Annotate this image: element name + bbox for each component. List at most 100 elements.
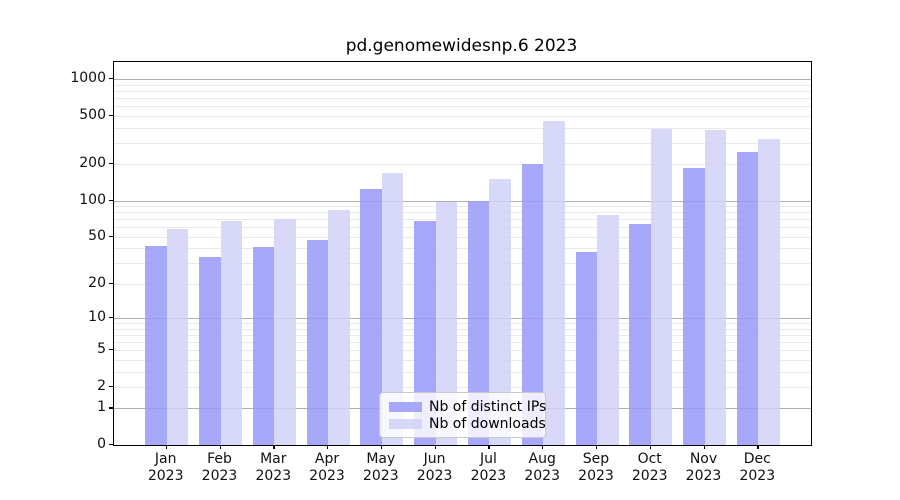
bar-nb-of-downloads-nov [704,130,726,445]
gridline-minor [114,142,811,144]
bar-nb-of-downloads-jul [489,179,511,445]
gridline-minor [114,115,811,117]
bar-nb-of-downloads-sep [597,214,619,445]
x-tick-mark [219,445,221,449]
gridline-major [114,79,811,80]
x-tick-label-dec: Dec 2023 [739,451,776,484]
x-tick-mark [434,445,436,449]
gridline-major [114,318,811,319]
legend-item-downloads: Nb of downloads [389,416,546,432]
bar-nb-of-distinct-ips-mar [252,247,275,445]
bar-nb-of-downloads-mar [274,219,296,445]
y-tick-label: 0 [97,436,106,452]
x-tick-mark [273,445,275,449]
bar-nb-of-downloads-apr [328,210,350,445]
gridline-minor [114,227,811,229]
y-tick-label: 500 [79,106,106,123]
y-tick-mark [109,385,113,388]
y-tick-mark [109,317,113,319]
x-tick-mark [703,445,705,449]
bar-nb-of-downloads-aug [543,121,565,445]
gridline-minor [114,164,811,166]
legend-swatch-downloads-icon [389,419,422,429]
bar-nb-of-downloads-jun [435,201,458,445]
y-tick-label: 2 [97,377,106,394]
x-tick-label-jul: Jul 2023 [470,451,507,484]
y-tick-mark [109,349,113,351]
bar-nb-of-distinct-ips-sep [575,252,597,445]
x-tick-mark [327,445,329,449]
x-tick-mark [649,445,651,449]
x-tick-label-nov: Nov 2023 [685,451,722,484]
plot-area: Nb of distinct IPs Nb of downloads [113,61,812,446]
legend-item-distinct-ips: Nb of distinct IPs [389,399,546,415]
gridline-minor [114,371,811,373]
y-tick-label: 100 [79,191,106,208]
bar-nb-of-distinct-ips-nov [683,168,705,445]
bar-nb-of-downloads-feb [220,220,242,445]
x-tick-label-sep: Sep 2023 [578,451,614,484]
bar-nb-of-distinct-ips-jun [414,220,436,445]
bar-nb-of-distinct-ips-may [360,188,382,445]
gridline-minor [114,90,811,92]
x-tick-label-jan: Jan 2023 [147,451,184,484]
gridline-minor [114,328,811,330]
legend-swatch-distinct-ips-icon [389,402,422,412]
bar-nb-of-downloads-may [381,172,404,445]
bar-nb-of-downloads-oct [650,128,673,445]
legend-label-downloads: Nb of downloads [429,416,546,432]
y-tick-label: 20 [88,274,106,291]
gridline-minor [114,84,811,86]
gridline-minor [114,350,811,352]
bar-nb-of-distinct-ips-apr [306,239,328,445]
legend: Nb of distinct IPs Nb of downloads [379,392,546,438]
gridline-minor [114,359,811,361]
gridline-major [114,200,811,202]
x-tick-label-oct: Oct 2023 [631,451,668,484]
x-tick-mark [165,445,167,449]
y-tick-mark [109,199,113,201]
y-tick-mark [109,78,113,80]
x-tick-label-aug: Aug 2023 [524,451,560,484]
y-tick-mark [109,407,113,409]
gridline-minor [114,248,811,250]
bar-nb-of-distinct-ips-jan [145,245,167,445]
bar-nb-of-distinct-ips-dec [736,152,759,445]
gridline-minor [114,334,811,336]
x-tick-label-apr: Apr 2023 [309,451,345,484]
gridline-minor [114,127,811,129]
bar-nb-of-distinct-ips-feb [199,256,221,445]
gridline-minor [114,219,811,221]
gridline-minor [114,341,811,343]
y-tick-label: 1000 [70,70,106,86]
x-tick-mark [488,445,490,449]
y-tick-mark [109,444,113,446]
gridline-minor [114,283,811,285]
y-tick-mark [109,163,113,165]
y-tick-mark [109,235,113,237]
bar-nb-of-distinct-ips-jul [467,200,490,445]
gridline-minor [114,97,811,99]
bar-nb-of-downloads-dec [758,139,780,445]
gridline-minor [114,206,811,208]
chart-title: pd.genomewidesnp.6 2023 [345,36,578,56]
x-tick-mark [380,445,383,449]
y-tick-label: 10 [88,309,106,325]
x-tick-label-jun: Jun 2023 [416,451,453,484]
gridline-minor [114,323,811,324]
y-tick-label: 200 [79,155,106,172]
x-tick-label-may: May 2023 [362,451,399,484]
y-tick-label: 50 [88,227,106,244]
bar-nb-of-distinct-ips-aug [521,164,544,445]
x-tick-mark [596,445,598,449]
gridline-minor [114,386,811,388]
x-tick-mark [757,445,759,449]
x-tick-mark [542,445,544,449]
legend-label-distinct-ips: Nb of distinct IPs [429,399,547,415]
gridline-minor [114,212,811,214]
x-tick-label-mar: Mar 2023 [255,451,292,484]
y-tick-mark [109,114,113,116]
bar-nb-of-downloads-jan [166,229,189,445]
gridline-minor [114,236,811,238]
